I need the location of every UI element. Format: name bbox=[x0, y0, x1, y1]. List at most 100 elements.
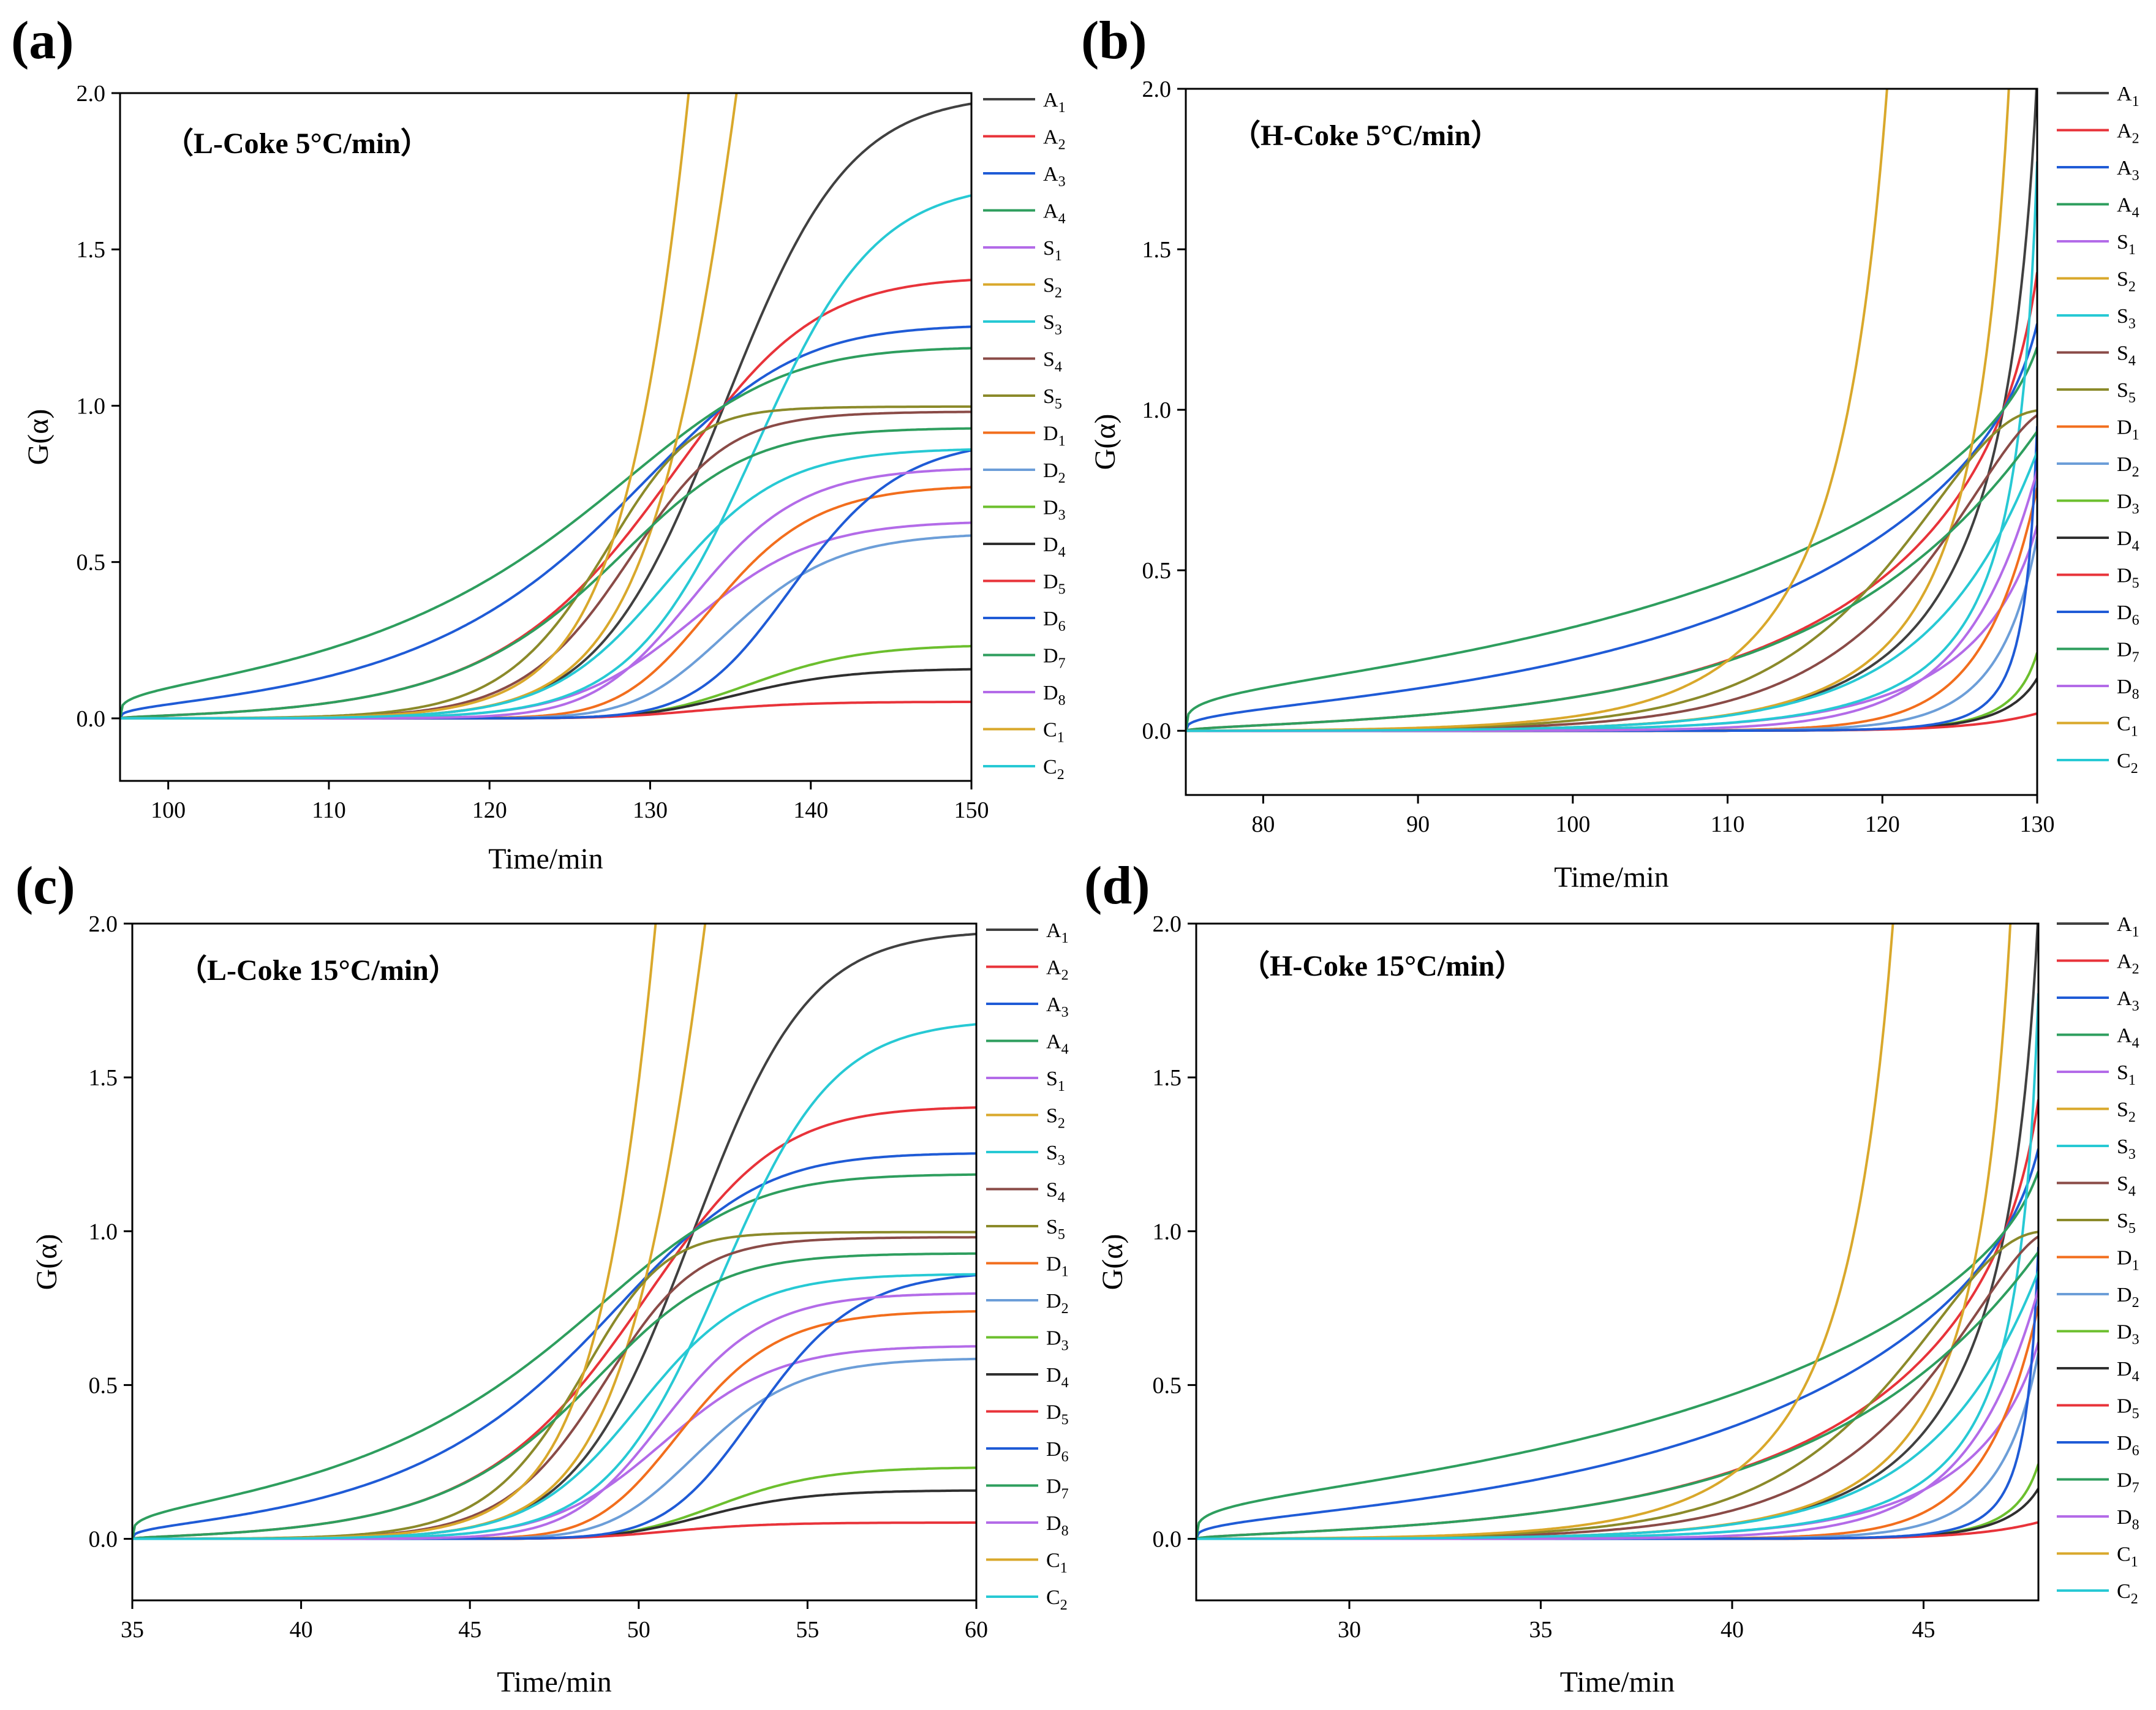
legend-label-A1: A1 bbox=[1043, 89, 1066, 116]
legend-label-C1: C1 bbox=[1043, 719, 1065, 746]
legend-label-D5: D5 bbox=[2117, 565, 2139, 592]
series-line-S2 bbox=[1186, 89, 2010, 733]
legend-label-A3: A3 bbox=[2117, 157, 2139, 184]
y-tick-label: 0.0 bbox=[89, 1527, 118, 1553]
chart-panel-b: (b) 80 90 100 110 120 130 0.0 0.5 1.0 1.5 2.0 Time/m… bbox=[1081, 11, 2139, 894]
x-tick-label: 55 bbox=[796, 1617, 819, 1643]
series-line-A2 bbox=[1186, 272, 2037, 733]
legend-label-D4: D4 bbox=[1046, 1364, 1069, 1391]
legend-label-D8: D8 bbox=[1043, 682, 1066, 709]
legend-label-D6: D6 bbox=[2117, 601, 2139, 628]
chart-annotation: （L-Coke 5°C/min） bbox=[164, 127, 430, 160]
legend-label-S3: S3 bbox=[1043, 311, 1062, 338]
series-line-S1 bbox=[1186, 525, 2037, 733]
panel-letter: (a) bbox=[11, 11, 74, 70]
x-tick-label: 110 bbox=[312, 797, 346, 823]
legend-label-C2: C2 bbox=[1046, 1586, 1068, 1613]
chart-annotation: （H-Coke 5°C/min） bbox=[1231, 119, 1500, 152]
x-tick-label: 35 bbox=[121, 1617, 144, 1643]
legend-label-S4: S4 bbox=[2117, 342, 2136, 369]
y-tick-label: 1.0 bbox=[1153, 1219, 1182, 1245]
series-line-A4 bbox=[132, 1173, 976, 1539]
legend-label-S4: S4 bbox=[2117, 1173, 2136, 1200]
legend-label-C2: C2 bbox=[1043, 756, 1065, 783]
legend-label-D3: D3 bbox=[1043, 497, 1066, 524]
x-tick-label: 120 bbox=[1865, 812, 1900, 837]
legend-label-D3: D3 bbox=[1046, 1327, 1069, 1354]
y-axis-title: G(α) bbox=[31, 1234, 63, 1290]
series-line-D7 bbox=[132, 1252, 976, 1540]
legend-label-A4: A4 bbox=[2117, 194, 2139, 221]
y-tick-label: 1.5 bbox=[89, 1065, 118, 1091]
chart-panel-a: (a) 100 110 120 130 140 150 0.0 0.5 1.0 1.5 2.0 Time… bbox=[11, 11, 1066, 875]
chart-annotation: （L-Coke 15°C/min） bbox=[178, 954, 458, 987]
legend-label-S3: S3 bbox=[2117, 1136, 2136, 1162]
series-line-C2 bbox=[120, 448, 971, 720]
x-tick-label: 50 bbox=[627, 1617, 650, 1643]
x-tick-label: 45 bbox=[1912, 1617, 1936, 1643]
legend-label-A1: A1 bbox=[2117, 83, 2139, 110]
legend-label-A3: A3 bbox=[1046, 993, 1069, 1020]
x-tick-label: 140 bbox=[793, 797, 828, 823]
legend-label-A3: A3 bbox=[2117, 987, 2139, 1014]
legend-label-D1: D1 bbox=[2117, 416, 2139, 443]
legend-label-C1: C1 bbox=[1046, 1550, 1068, 1576]
series-line-D7 bbox=[1196, 1251, 2038, 1540]
series-group bbox=[1186, 89, 2037, 733]
legend-label-A4: A4 bbox=[1043, 200, 1066, 227]
series-line-S3 bbox=[132, 1023, 976, 1540]
y-tick-label: 0.5 bbox=[77, 550, 106, 576]
y-tick-label: 1.5 bbox=[1153, 1065, 1182, 1091]
legend-label-S4: S4 bbox=[1046, 1179, 1065, 1206]
series-line-A4 bbox=[120, 347, 971, 719]
legend-label-A1: A1 bbox=[2117, 913, 2139, 940]
panel-letter: (b) bbox=[1081, 11, 1147, 70]
series-line-C2 bbox=[132, 1273, 976, 1540]
x-tick-label: 40 bbox=[290, 1617, 313, 1643]
x-tick-label: 130 bbox=[633, 797, 668, 823]
legend: A1 A2 A3 A4 S1 S2 S3 S4 S5 D1 D2 D3 D4 D5 D6 D7 D8 C1 C2 bbox=[986, 919, 1069, 1613]
legend-label-S1: S1 bbox=[1043, 237, 1062, 264]
series-line-D1 bbox=[1196, 1305, 2038, 1540]
legend: A1 A2 A3 A4 S1 S2 S3 S4 S5 D1 D2 D3 D4 D5 D6 D7 D8 C1 C2 bbox=[2057, 83, 2139, 777]
legend-label-A4: A4 bbox=[2117, 1025, 2139, 1052]
y-axis-title: G(α) bbox=[1096, 1234, 1129, 1290]
legend-label-S2: S2 bbox=[2117, 1099, 2136, 1126]
series-line-A1 bbox=[132, 933, 976, 1540]
series-line-D3 bbox=[120, 644, 971, 720]
legend-label-D2: D2 bbox=[2117, 1284, 2139, 1311]
series-line-S2 bbox=[132, 924, 707, 1540]
legend-label-S5: S5 bbox=[1046, 1216, 1065, 1243]
x-tick-label: 40 bbox=[1721, 1617, 1744, 1643]
x-tick-label: 150 bbox=[954, 797, 989, 823]
x-tick-label: 120 bbox=[472, 797, 507, 823]
legend-label-S1: S1 bbox=[2117, 231, 2136, 258]
y-axis-title: G(α) bbox=[1089, 414, 1121, 470]
legend-label-D8: D8 bbox=[2117, 1506, 2139, 1533]
legend-label-C2: C2 bbox=[2117, 1580, 2138, 1607]
legend-label-D6: D6 bbox=[1043, 608, 1066, 635]
x-tick-label: 130 bbox=[2020, 812, 2055, 837]
series-line-S1 bbox=[1196, 1341, 2038, 1540]
series-line-A4 bbox=[1196, 1170, 2038, 1539]
y-tick-label: 1.5 bbox=[1142, 237, 1172, 263]
x-axis-title: Time/min bbox=[488, 843, 603, 875]
series-group bbox=[132, 924, 976, 1540]
series-line-D3 bbox=[132, 1466, 976, 1540]
series-line-D7 bbox=[1186, 431, 2037, 733]
series-group bbox=[120, 93, 971, 720]
series-line-D2 bbox=[120, 534, 971, 720]
y-tick-label: 0.5 bbox=[1142, 558, 1172, 584]
y-tick-label: 0.5 bbox=[89, 1373, 118, 1398]
legend-label-D4: D4 bbox=[2117, 527, 2139, 554]
series-line-C1 bbox=[132, 924, 657, 1540]
x-tick-label: 60 bbox=[965, 1617, 988, 1643]
series-line-S3 bbox=[120, 194, 971, 720]
legend-label-D7: D7 bbox=[1046, 1475, 1069, 1502]
legend-label-D7: D7 bbox=[2117, 1469, 2139, 1496]
legend-label-C1: C1 bbox=[2117, 1543, 2138, 1570]
x-axis-title: Time/min bbox=[1554, 861, 1669, 894]
legend-label-D6: D6 bbox=[1046, 1438, 1069, 1465]
series-line-S5 bbox=[1196, 1230, 2038, 1540]
